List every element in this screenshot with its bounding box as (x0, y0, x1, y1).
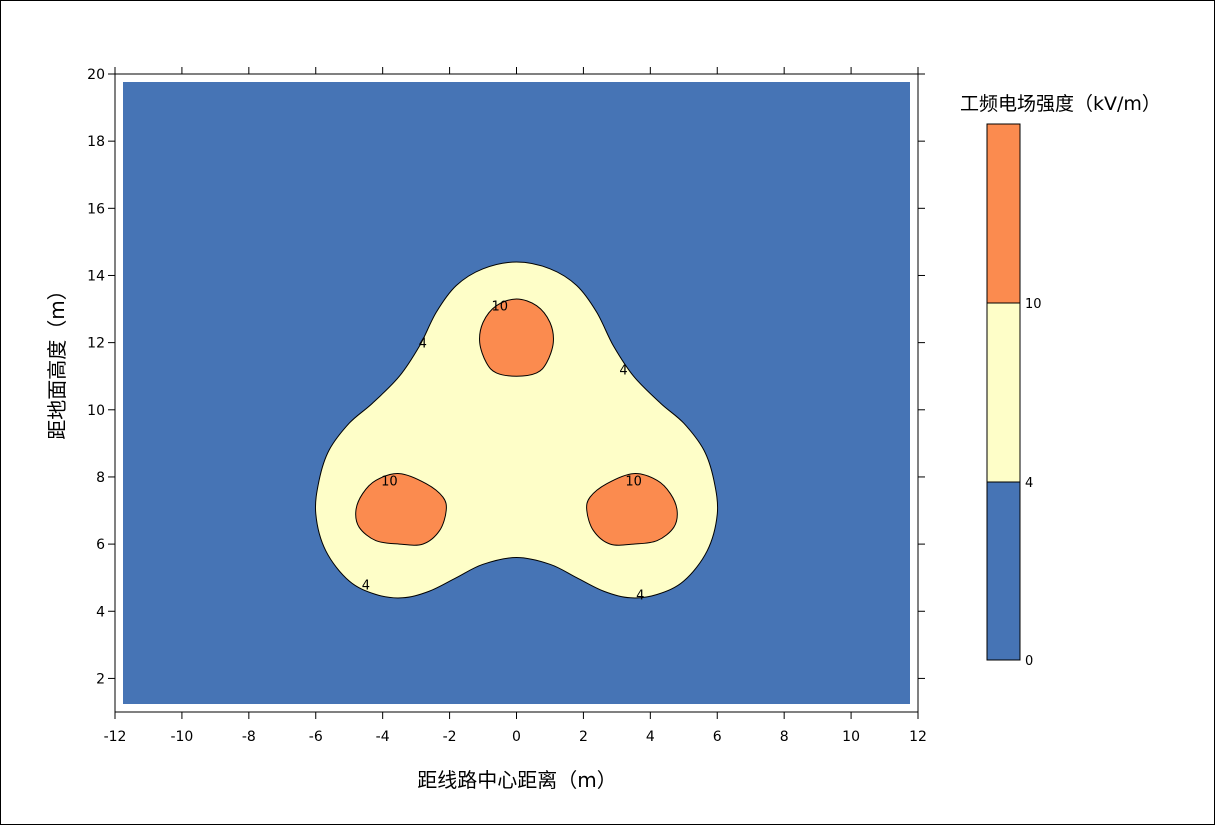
color-legend: 0 4 10 (986, 123, 1042, 669)
y-tick-label: 14 (87, 268, 105, 284)
x-tick-label: 8 (780, 729, 789, 745)
y-tick-label: 8 (96, 470, 105, 486)
x-tick-label: 6 (713, 729, 722, 745)
axis-ticks (108, 67, 925, 719)
x-tick-label: -12 (104, 729, 127, 745)
contour-label: 10 (491, 300, 508, 315)
x-tick-label: -2 (443, 729, 457, 745)
field-region-above-10-3 (586, 473, 678, 546)
contour-label: 4 (419, 337, 427, 352)
field-region-above-10-1 (479, 298, 554, 377)
x-tick-label: 10 (842, 729, 860, 745)
field-regions-above-10 (355, 298, 678, 546)
y-tick-label: 16 (87, 201, 105, 217)
x-tick-label: -4 (376, 729, 390, 745)
y-tick-label: 6 (96, 537, 105, 553)
y-tick-label: 18 (87, 134, 105, 150)
legend-label: 10 (1025, 297, 1042, 312)
x-tick-label: 4 (646, 729, 655, 745)
x-tick-label: 0 (512, 729, 521, 745)
y-tick-label: 10 (87, 403, 105, 419)
x-tick-label: 12 (909, 729, 927, 745)
y-tick-label: 12 (87, 336, 105, 352)
x-tick-label: -8 (242, 729, 256, 745)
x-tick-label: -6 (309, 729, 323, 745)
contour-label: 4 (619, 363, 627, 378)
legend-title: 工频电场强度（kV/m） (960, 93, 1161, 115)
y-axis-title: 距地面高度（m） (45, 280, 69, 439)
field-region-above-10-2 (355, 473, 447, 546)
contour-label: 4 (362, 578, 370, 593)
legend-swatch-1 (986, 481, 1021, 661)
x-axis-title: 距线路中心距离（m） (417, 768, 616, 792)
y-tick-label: 20 (87, 67, 105, 83)
y-tick-label: 2 (96, 671, 105, 687)
x-tick-label: -10 (170, 729, 193, 745)
contour-label: 10 (381, 474, 398, 489)
legend-swatch-2 (986, 302, 1021, 483)
y-tick-labels: 2 4 6 8 10 12 14 16 18 20 (87, 67, 105, 687)
contour-label: 4 (636, 588, 644, 603)
y-tick-label: 4 (96, 604, 105, 620)
x-tick-label: 2 (579, 729, 588, 745)
legend-swatch-3 (986, 123, 1021, 304)
contour-label: 10 (625, 474, 642, 489)
legend-label: 0 (1025, 654, 1033, 669)
x-tick-labels: -12 -10 -8 -6 -4 -2 0 2 4 6 8 10 12 (104, 729, 927, 745)
legend-label: 4 (1025, 476, 1033, 491)
contour-labels: 4 4 4 4 10 10 10 (362, 300, 645, 604)
